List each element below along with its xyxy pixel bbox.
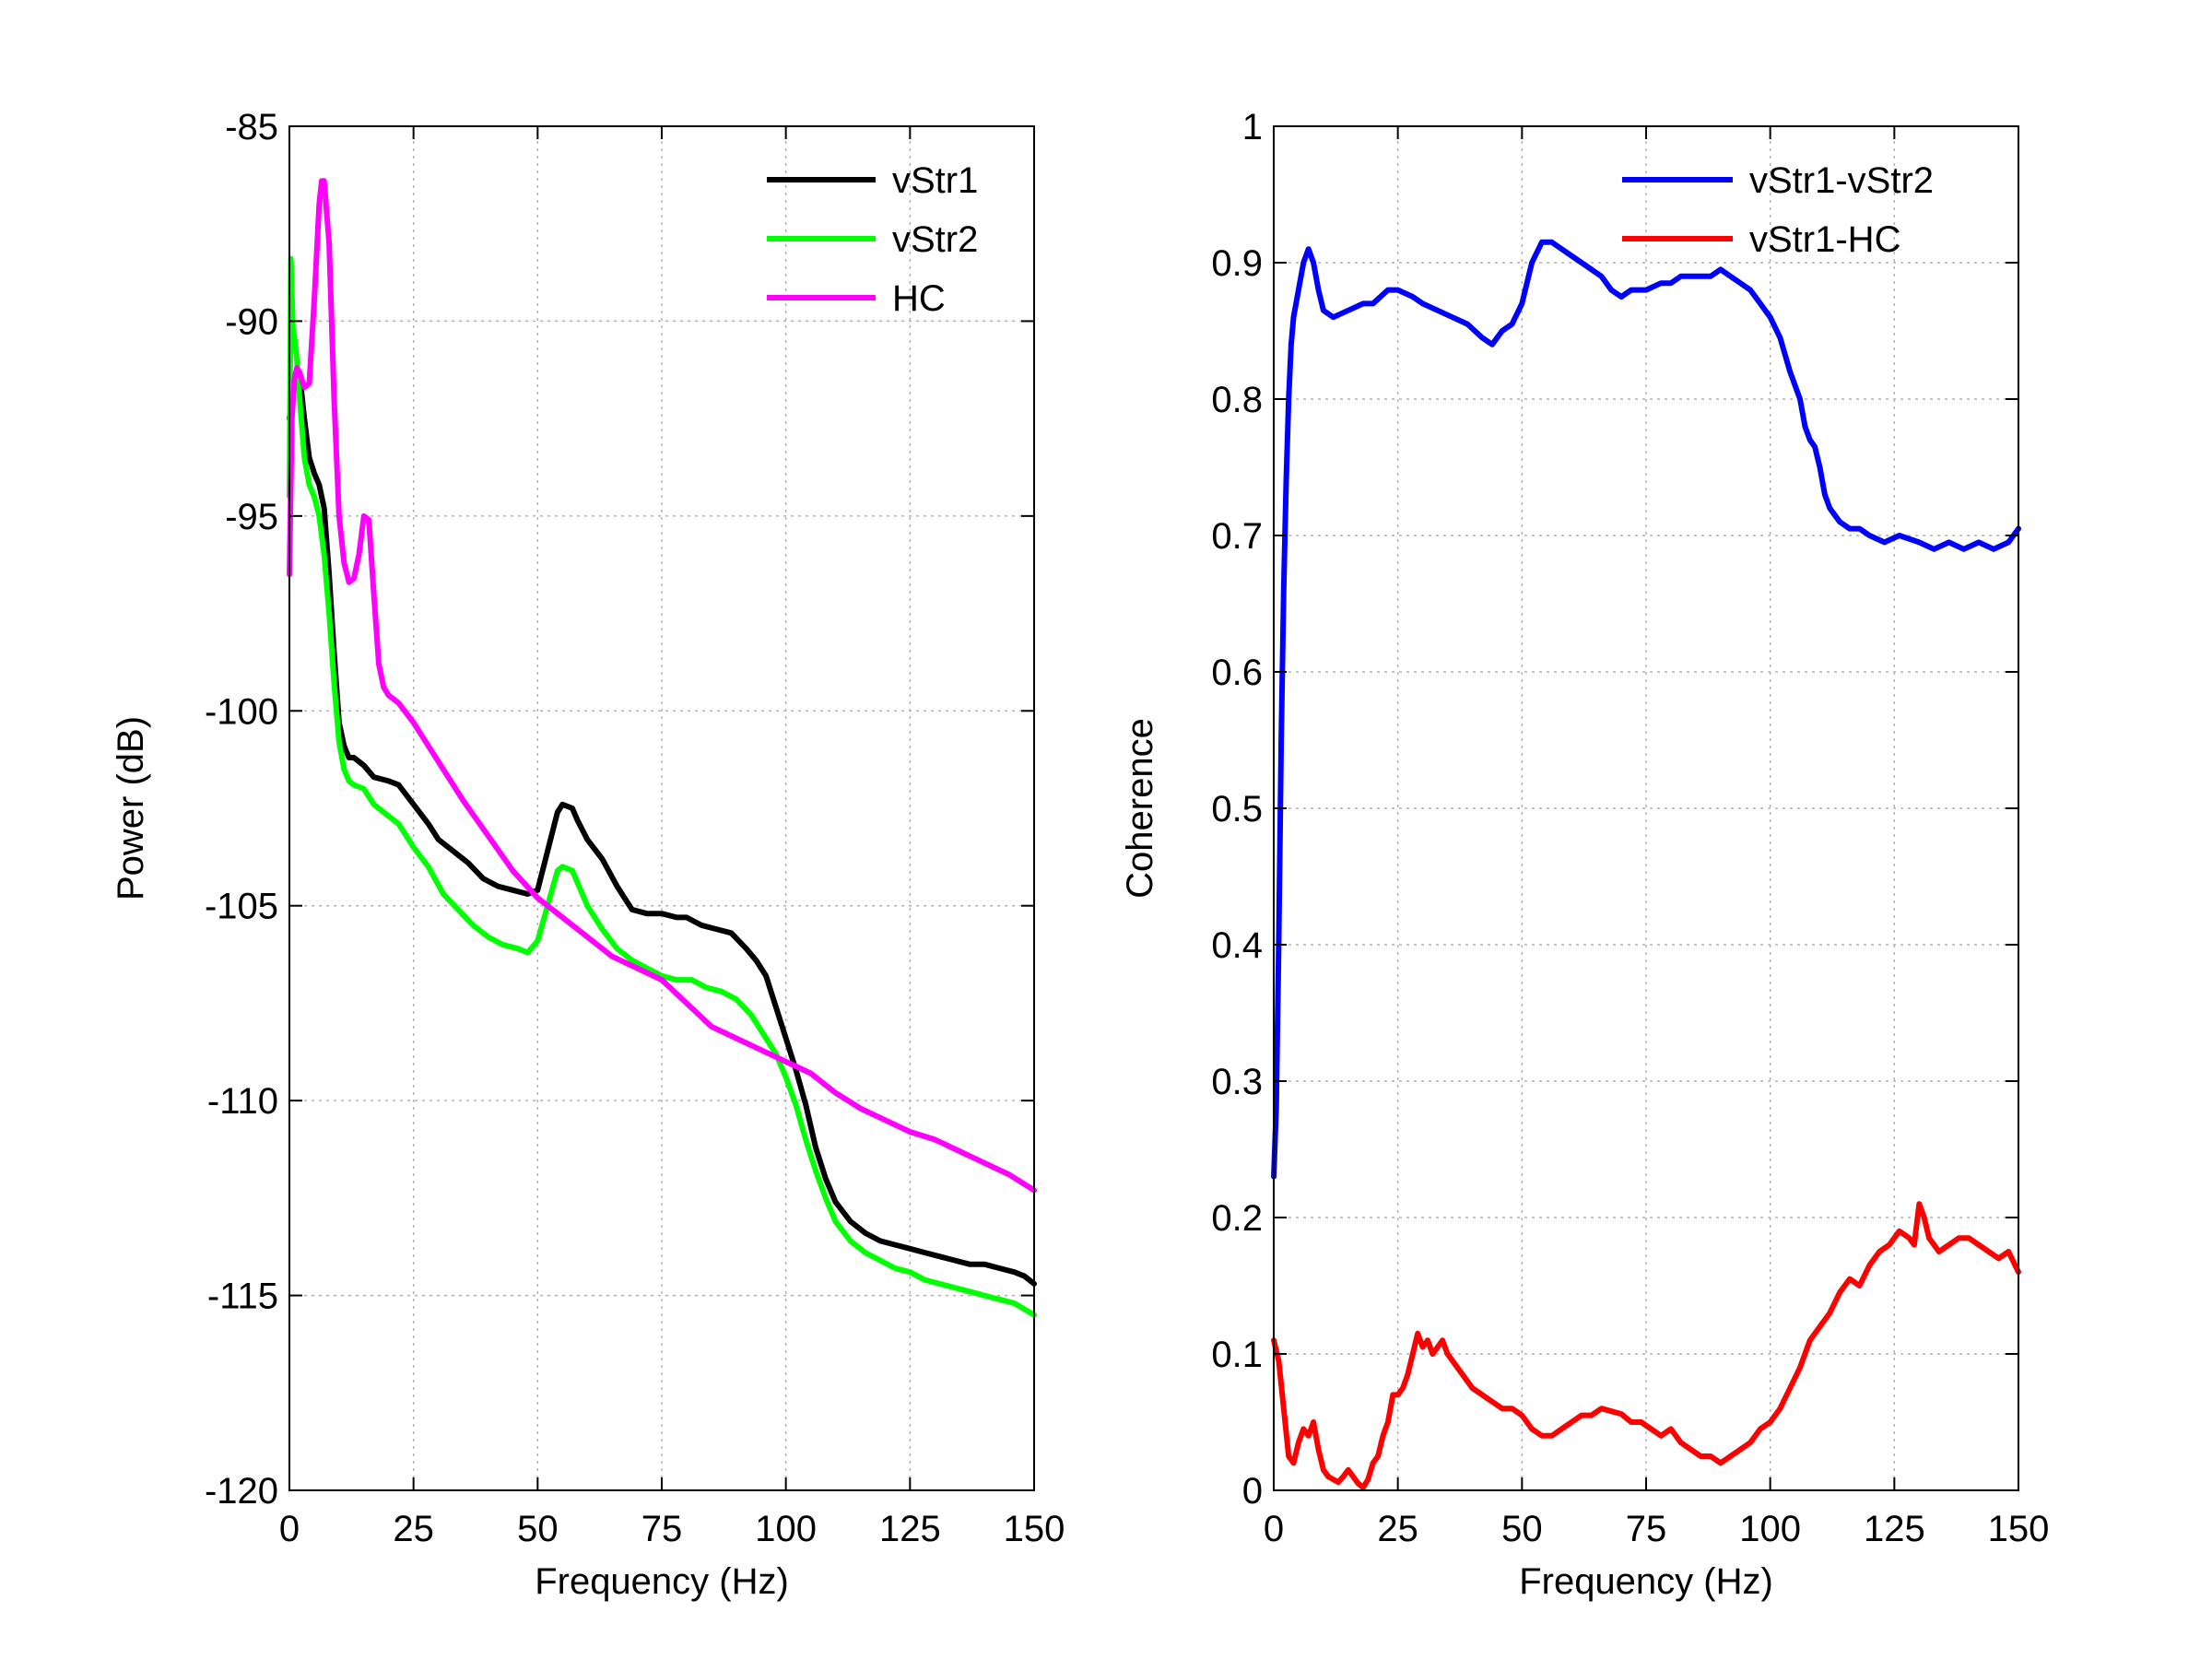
y-tick-label: 0.3 [1211,1062,1263,1102]
power-legend: vStr1 vStr2 HC [767,160,978,319]
x-tick-label: 25 [1377,1509,1418,1549]
y-tick-label: 0.9 [1211,243,1263,284]
y-tick-label: -95 [225,497,278,537]
y-tick-label: -90 [225,301,278,342]
power-y-axis-label: Power (dB) [111,716,151,900]
x-tick-label: 75 [641,1509,683,1549]
x-tick-label: 150 [1988,1509,2050,1549]
y-tick-label: 0 [1242,1471,1263,1512]
x-tick-label: 100 [755,1509,817,1549]
x-tick-label: 75 [1626,1509,1667,1549]
power-x-axis-label: Frequency (Hz) [535,1561,789,1602]
y-tick-label: -100 [205,691,278,732]
coherence-legend: vStr1-vStr2 vStr1-HC [1622,160,1934,260]
series-line-vstr1-hc [1271,1201,2021,1490]
y-tick-label: -120 [205,1471,278,1512]
x-tick-label: 50 [1501,1509,1543,1549]
series-line-vstr2 [287,255,1037,1318]
x-tick-label: 50 [517,1509,559,1549]
coherence-y-axis-label: Coherence [1120,718,1160,899]
coherence-x-axis-label: Frequency (Hz) [1519,1561,1773,1602]
power-grid [289,126,1034,1490]
y-tick-label: 0.1 [1211,1335,1263,1375]
y-tick-label: 0.4 [1211,925,1263,966]
y-tick-label: 1 [1242,107,1263,147]
y-tick-label: -115 [207,1277,278,1317]
y-tick-label: 0.5 [1211,789,1263,830]
x-tick-label: 0 [279,1509,300,1549]
x-tick-label: 0 [1264,1509,1284,1549]
coherence-grid [1274,126,2018,1490]
x-tick-label: 125 [1864,1509,1925,1549]
x-tick-label: 25 [393,1509,434,1549]
x-tick-label: 100 [1739,1509,1801,1549]
legend-label-vstr1: vStr1 [892,160,978,201]
x-tick-label: 125 [879,1509,941,1549]
y-tick-label: 0.7 [1211,516,1263,557]
y-tick-label: 0.2 [1211,1198,1263,1239]
power-chart: 0 25 50 75 100 125 150 -120 -115 -110 -105 -100 -95 -… [111,107,1065,1602]
legend-label-hc: HC [892,278,946,319]
legend-label-vstr1-vstr2: vStr1-vStr2 [1749,160,1934,201]
y-tick-label: -105 [205,887,278,927]
x-tick-label: 150 [1004,1509,1065,1549]
y-tick-label: -85 [225,107,278,147]
legend-label-vstr1-hc: vStr1-HC [1749,219,1900,260]
legend-label-vstr2: vStr2 [892,219,978,260]
y-tick-label: 0.6 [1211,653,1263,693]
series-line-hc [287,178,1037,1194]
series-line-vstr1-vstr2 [1271,239,2021,1180]
y-tick-label: -110 [207,1081,278,1122]
coherence-chart: 0 25 50 75 100 125 150 0 0.1 0.2 0.3 0.4 0.5 0.6 0.7 0.… [1120,107,2049,1602]
y-tick-label: 0.8 [1211,380,1263,420]
